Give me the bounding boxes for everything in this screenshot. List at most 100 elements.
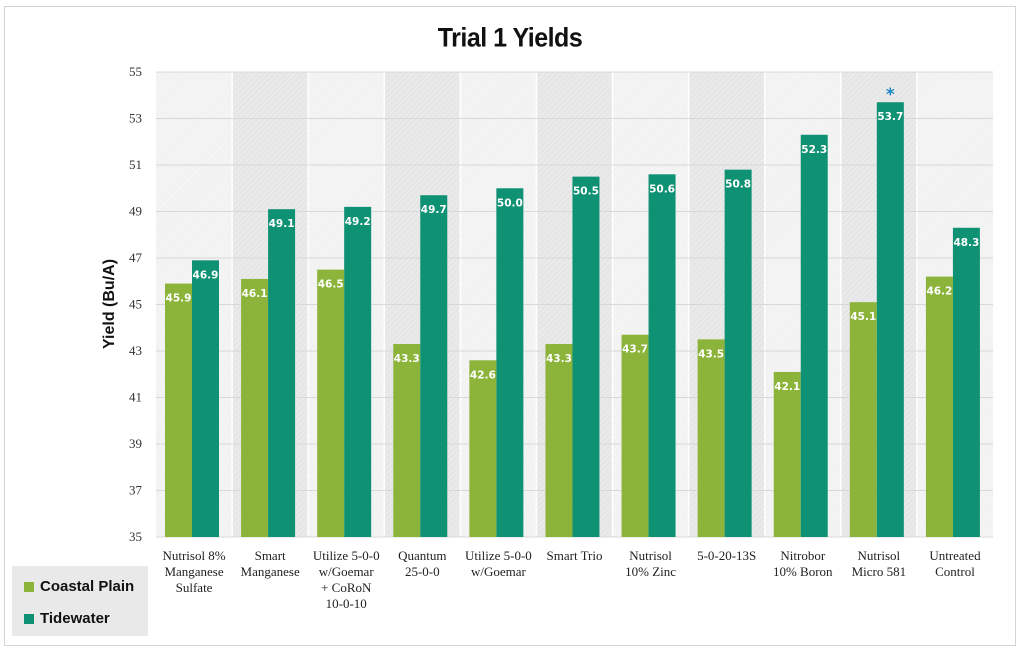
data-label: 50.6 xyxy=(649,183,675,195)
data-label: 46.2 xyxy=(926,286,952,298)
legend-item-tidewater: Tidewater xyxy=(24,610,110,627)
category-label: Quantum 25-0-0 xyxy=(398,548,446,579)
category-label-line: Control xyxy=(935,564,975,579)
y-tick-label: 37 xyxy=(129,483,143,498)
bar-tidewater xyxy=(496,188,524,537)
category-label-line: 5-0-20-13S xyxy=(697,548,756,563)
category-label-line: Smart xyxy=(255,548,286,563)
y-tick-label: 43 xyxy=(129,343,142,358)
category-label-line: 10-0-10 xyxy=(326,596,367,611)
category-label: 5-0-20-13S xyxy=(697,548,756,563)
bar-coastal-plain xyxy=(165,283,192,537)
data-label: 43.3 xyxy=(546,353,572,365)
bar-coastal-plain xyxy=(393,344,421,537)
category-label-line: Untreated xyxy=(929,548,981,563)
bar-tidewater xyxy=(724,169,752,537)
bar-tidewater xyxy=(192,260,219,537)
legend-swatch-tidewater xyxy=(24,613,34,624)
significance-asterisk: * xyxy=(886,85,895,105)
category-label-line: Nitrobor xyxy=(780,548,825,563)
y-tick-label: 53 xyxy=(129,111,142,126)
category-label-line: Micro 581 xyxy=(852,564,907,579)
category-label-line: 25-0-0 xyxy=(405,564,440,579)
category-label-line: Manganese xyxy=(164,564,223,579)
bar-tidewater xyxy=(420,195,448,537)
bar-tidewater xyxy=(876,102,904,537)
bar-coastal-plain xyxy=(697,339,725,537)
category-label: Nitrobor 10% Boron xyxy=(773,548,833,579)
data-label: 50.5 xyxy=(573,186,599,198)
data-label: 48.3 xyxy=(953,237,979,249)
data-label: 46.5 xyxy=(318,279,344,291)
data-label: 45.9 xyxy=(166,293,192,305)
category-label-line: w/Goemar xyxy=(319,564,375,579)
category-label-line: + CoRoN xyxy=(321,580,372,595)
data-label: 43.7 xyxy=(622,344,648,356)
legend: Coastal Plain Tidewater xyxy=(12,566,148,636)
category-label: Nutrisol 10% Zinc xyxy=(625,548,676,579)
category-label-line: Sulfate xyxy=(176,580,213,595)
data-label: 45.1 xyxy=(850,311,876,323)
y-tick-label: 49 xyxy=(129,204,142,219)
category-label: Smart Manganese xyxy=(241,548,300,579)
data-label: 43.3 xyxy=(394,353,420,365)
category-label: Utilize 5-0-0 w/Goemar xyxy=(465,548,532,579)
data-label: 50.8 xyxy=(725,179,751,191)
data-label: 46.9 xyxy=(193,269,219,281)
bar-coastal-plain xyxy=(621,334,649,537)
bar-tidewater xyxy=(800,134,828,537)
legend-label-coastal-plain: Coastal Plain xyxy=(40,578,135,595)
bar-tidewater xyxy=(572,176,600,537)
category-label: Smart Trio xyxy=(547,548,603,563)
data-label: 49.7 xyxy=(421,204,447,216)
bar-coastal-plain xyxy=(545,344,573,537)
data-label: 46.1 xyxy=(242,288,268,300)
bar-coastal-plain xyxy=(317,269,345,537)
category-label: Nutrisol Micro 581 xyxy=(852,548,907,579)
category-label-line: Nutrisol xyxy=(858,548,901,563)
data-label: 49.2 xyxy=(345,216,371,228)
data-labels: 45.9 46.1 46.5 43.3 42.6 43.3 43.7 43.5 42.1 45.1… xyxy=(166,85,980,393)
data-label: 50.0 xyxy=(497,197,523,209)
legend-swatch-coastal-plain xyxy=(24,581,34,592)
category-label-line: Manganese xyxy=(241,564,300,579)
category-label-line: Quantum xyxy=(398,548,446,563)
bar-coastal-plain xyxy=(241,278,269,537)
y-tick-label: 45 xyxy=(129,297,142,312)
category-label-line: w/Goemar xyxy=(471,564,527,579)
y-tick-label: 41 xyxy=(129,390,142,405)
category-label-line: Utilize 5-0-0 xyxy=(313,548,380,563)
category-label-line: 10% Boron xyxy=(773,564,833,579)
y-tick-label: 39 xyxy=(129,436,142,451)
legend-label-tidewater: Tidewater xyxy=(40,610,110,627)
data-label: 43.5 xyxy=(698,348,724,360)
bar-tidewater xyxy=(268,209,296,538)
data-label: 52.3 xyxy=(801,144,827,156)
bars xyxy=(165,102,980,538)
category-label-line: Nutrisol xyxy=(629,548,672,563)
category-label-line: 10% Zinc xyxy=(625,564,676,579)
bar-coastal-plain xyxy=(469,360,497,537)
category-label: Untreated Control xyxy=(929,548,981,579)
data-label: 42.1 xyxy=(774,381,800,393)
data-label: 42.6 xyxy=(470,369,496,381)
category-label-line: Smart Trio xyxy=(547,548,603,563)
y-tick-label: 55 xyxy=(129,64,142,79)
bar-tidewater xyxy=(344,206,372,537)
y-tick-label: 47 xyxy=(129,250,143,265)
category-label-line: Utilize 5-0-0 xyxy=(465,548,532,563)
legend-item-coastal-plain: Coastal Plain xyxy=(24,578,134,595)
category-label: Nutrisol 8% Manganese Sulfate xyxy=(162,548,225,595)
bar-tidewater xyxy=(952,227,980,537)
category-label-line: Nutrisol 8% xyxy=(162,548,225,563)
y-axis-label: Yield (Bu/A) xyxy=(101,259,118,349)
bar-tidewater xyxy=(648,174,676,538)
bar-coastal-plain xyxy=(773,371,801,537)
bar-coastal-plain xyxy=(849,302,877,537)
y-tick-label: 35 xyxy=(129,529,142,544)
chart-title: Trial 1 Yields xyxy=(437,22,583,54)
y-tick-label: 51 xyxy=(129,157,142,172)
data-label: 53.7 xyxy=(877,111,903,123)
